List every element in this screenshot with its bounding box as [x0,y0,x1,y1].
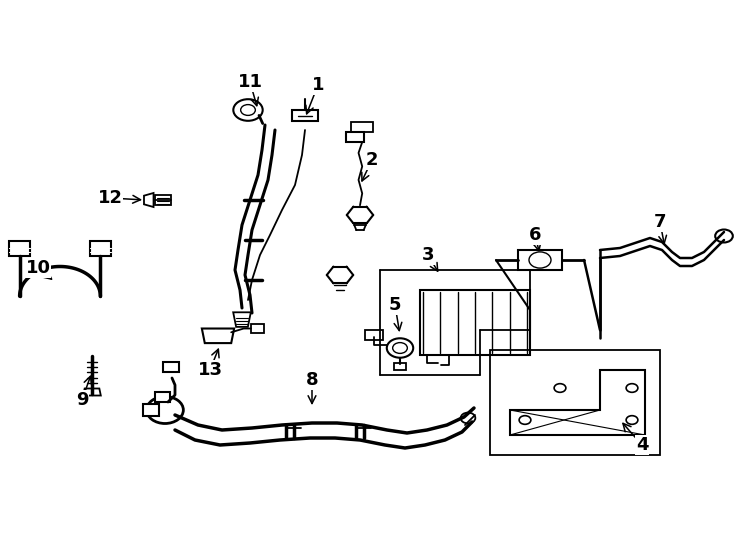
Bar [365,330,383,340]
Text: 1: 1 [312,76,324,94]
Text: 6: 6 [528,226,541,244]
Text: 3: 3 [422,246,435,264]
Text: 13: 13 [197,361,222,379]
Text: 11: 11 [238,73,263,91]
Text: 7: 7 [654,213,666,231]
Bar [155,392,170,402]
Bar [394,363,406,369]
Bar [346,132,364,142]
Bar [251,323,264,333]
Bar [420,290,530,355]
Bar [155,194,171,205]
Bar [518,250,562,269]
Text: 4: 4 [636,436,648,454]
Text: 12: 12 [98,189,123,207]
Bar [143,403,159,416]
Bar [351,122,373,132]
Bar [10,241,30,256]
Text: 10: 10 [26,259,51,277]
Text: 8: 8 [305,371,319,389]
Text: 9: 9 [76,391,88,409]
Bar [490,350,660,455]
Bar [163,362,179,372]
Text: 2: 2 [366,151,378,169]
Text: 5: 5 [389,296,401,314]
Bar [90,241,111,256]
Bar [292,110,319,122]
